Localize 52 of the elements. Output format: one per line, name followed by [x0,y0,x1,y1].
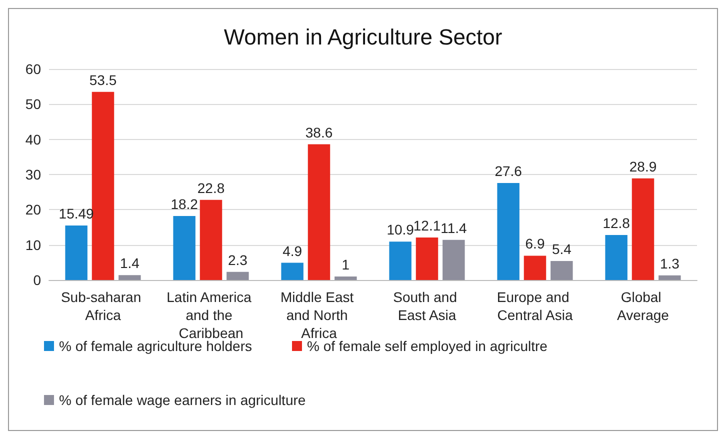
bar [281,262,304,280]
chart-title: Women in Agriculture Sector [224,24,502,50]
data-label: 1.3 [660,255,680,272]
bar [524,256,546,280]
data-label: 5.4 [552,241,572,258]
data-label: 1 [342,256,350,272]
data-label: 12.1 [413,217,441,234]
y-tick-label: 60 [25,61,42,77]
bar [389,242,412,280]
bar [92,92,114,280]
bar [416,237,438,280]
data-label: 11.4 [440,220,467,236]
y-tick-label: 20 [25,202,42,218]
bar [226,272,249,280]
bar [605,234,628,280]
bar [118,275,141,280]
x-tick-label: Middle East and North Africa [280,289,358,341]
legend-label: % of female self employed in agricultre [306,338,548,354]
data-label: 53.5 [89,72,117,88]
x-tick-label: Sub-saharan Africa [60,289,146,323]
data-label: 4.9 [282,242,302,259]
data-label: 2.3 [228,252,248,268]
data-label: 6.9 [525,236,545,252]
data-label: 12.8 [602,214,630,231]
x-tick-label: South and East Asia [393,289,461,323]
data-label: 27.6 [494,162,522,179]
bar [442,240,465,280]
y-tick-label: 0 [33,272,42,288]
y-tick-label: 10 [25,236,42,253]
data-label: 10.9 [386,222,414,238]
bar [334,276,357,280]
bar [658,275,681,280]
bar [632,178,654,280]
data-label: 18.2 [170,196,198,212]
x-tick-label: Europe and Central Asia [496,289,574,323]
bar [173,216,196,280]
legend-label: % of female wage earners in agriculture [59,392,306,408]
y-tick-label: 30 [25,166,42,182]
y-tick-label: 40 [25,131,42,148]
x-tick-label: Global Average [617,289,670,323]
bar [200,200,222,280]
data-label: 38.6 [305,124,333,140]
data-label: 1.4 [120,255,140,272]
data-label: 22.8 [197,180,225,196]
data-label: 28.9 [629,158,657,174]
x-tick-label: Latin America and the Caribbean [166,289,256,341]
legend-label: % of female agriculture holders [59,338,252,354]
bar [497,182,520,280]
bar [550,261,573,280]
y-tick-label: 50 [25,96,42,112]
bar [65,226,88,280]
bar [308,144,330,280]
